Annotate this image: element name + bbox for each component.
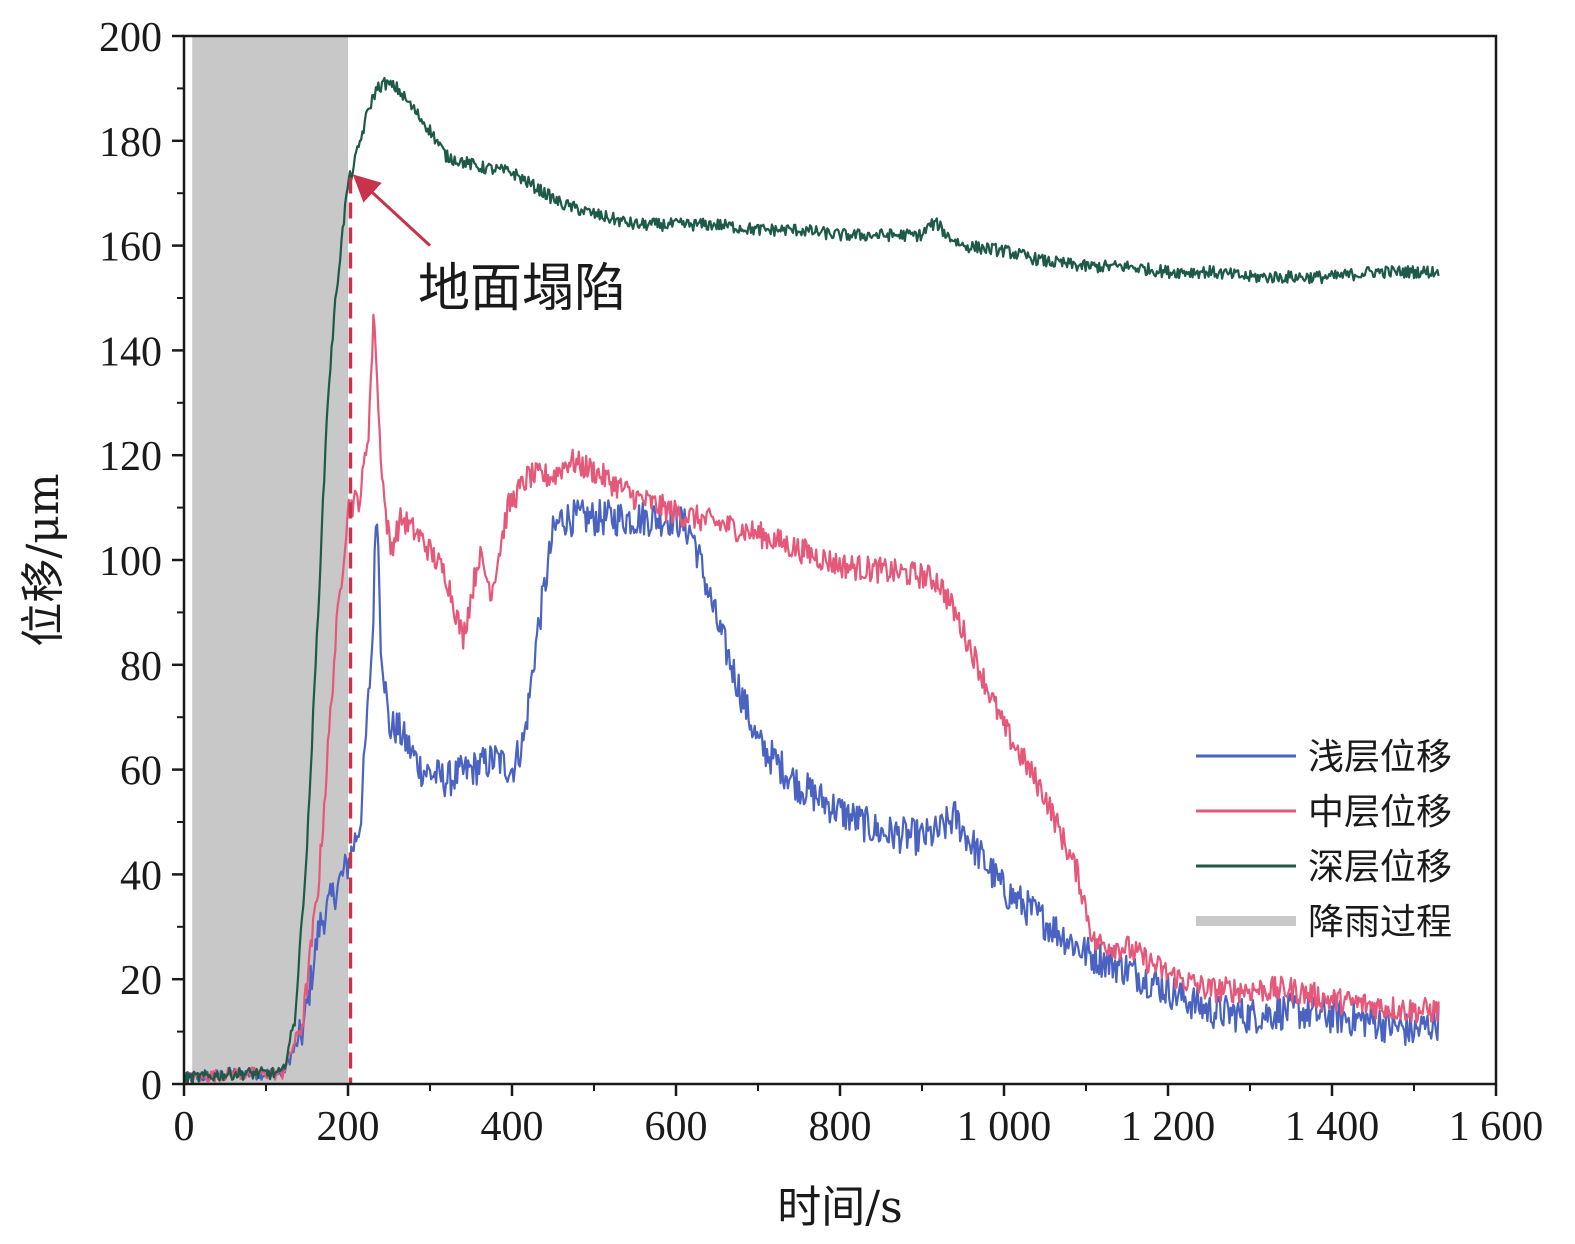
y-tick-label: 100: [99, 539, 162, 585]
series-line-3: [184, 76, 1440, 1084]
legend-label: 降雨过程: [1308, 902, 1452, 943]
y-tick-label: 120: [99, 434, 162, 480]
y-tick-label: 60: [120, 749, 162, 795]
x-tick-label: 0: [174, 1104, 195, 1150]
axes-layer: 0 200 400 600 800 1 000 1 200 1 400 1 600 0 20 40 60…: [18, 15, 1543, 1233]
x-tick-label: 600: [645, 1104, 708, 1150]
y-tick-label: 80: [120, 644, 162, 690]
y-tick-label: 0: [141, 1063, 162, 1109]
legend-label: 浅层位移: [1308, 737, 1452, 778]
y-axis-title: 位移/μm: [18, 473, 69, 646]
annotation-layer: 地面塌陷: [352, 174, 626, 319]
rainfall-shaded-region: [192, 36, 348, 1084]
shade-layer: [192, 36, 348, 1084]
x-tick-label: 200: [317, 1104, 380, 1150]
x-axis-title: 时间/s: [777, 1182, 902, 1233]
legend-label: 中层位移: [1308, 792, 1452, 833]
y-tick-label: 160: [99, 225, 162, 271]
series-line-1: [184, 498, 1440, 1084]
annotation-label: 地面塌陷: [418, 259, 626, 319]
y-tick-label: 140: [99, 329, 162, 375]
x-tick-label: 1 400: [1285, 1104, 1380, 1150]
x-tick-label: 1 200: [1121, 1104, 1216, 1150]
series-layer: [184, 76, 1440, 1084]
y-tick-label: 180: [99, 120, 162, 166]
y-tick-label: 20: [120, 958, 162, 1004]
legend-label: 深层位移: [1308, 847, 1452, 888]
annotation-arrow: [352, 174, 432, 247]
y-tick-label: 200: [99, 15, 162, 61]
x-tick-label: 400: [481, 1104, 544, 1150]
x-tick-label: 800: [809, 1104, 872, 1150]
x-tick-label: 1 000: [957, 1104, 1052, 1150]
series-line-2: [184, 313, 1440, 1084]
y-tick-label: 40: [120, 853, 162, 899]
x-tick-label: 1 600: [1449, 1104, 1544, 1150]
